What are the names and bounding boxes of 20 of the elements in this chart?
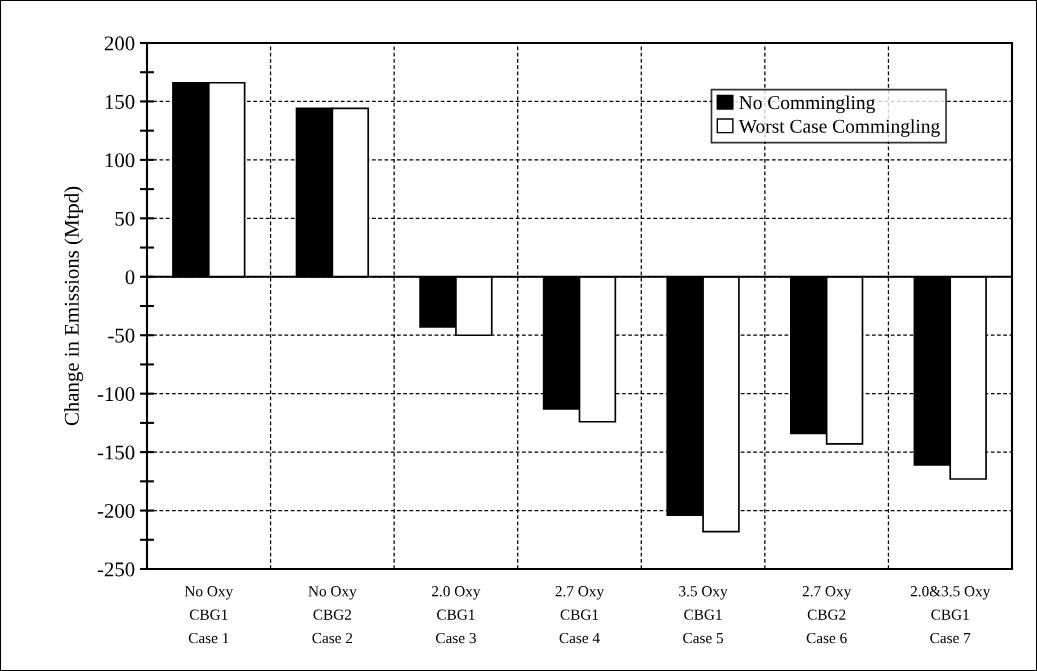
- y-tick-label: 150: [105, 94, 135, 109]
- legend-label: No Commingling: [739, 95, 875, 114]
- y-tick-label: 50: [115, 211, 135, 226]
- x-tick-label: 2.7 Oxy CBG2 Case 6: [802, 586, 852, 644]
- y-tick-label: -100: [97, 387, 135, 402]
- x-tick-label: 2.0 Oxy CBG1 Case 3: [431, 586, 481, 644]
- y-tick-label: -50: [108, 328, 135, 343]
- x-tick-label: 3.5 Oxy CBG1 Case 5: [679, 586, 728, 644]
- y-tick-label: -150: [97, 445, 135, 460]
- legend-label: Worst Case Commingling: [738, 119, 940, 137]
- x-tick-label: No Oxy CBG1 Case 1: [184, 586, 234, 644]
- y-tick-label: 0: [125, 270, 135, 285]
- y-axis-title: Change in Emissions (Mtpd): [64, 186, 84, 426]
- y-tick-label: -250: [97, 562, 135, 577]
- x-tick-label: 2.7 Oxy CBG1 Case 4: [555, 586, 605, 644]
- y-tick-label: 200: [104, 36, 135, 51]
- x-tick-label: No Oxy CBG2 Case 2: [308, 586, 357, 644]
- y-tick-label: 100: [105, 153, 135, 168]
- y-tick-label: -200: [97, 503, 135, 518]
- x-tick-label: 2.0&3.5 Oxy CBG1 Case 7: [910, 586, 991, 644]
